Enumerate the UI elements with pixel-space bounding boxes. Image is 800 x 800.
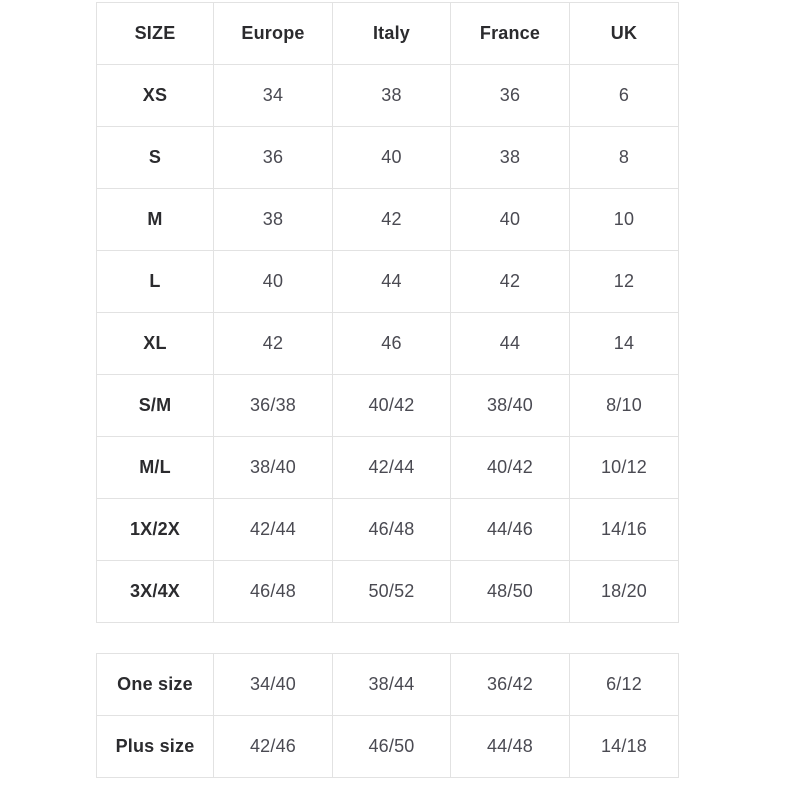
size-value-cell: 34/40 bbox=[213, 653, 333, 716]
size-conversion-table: SIZE Europe Italy France UK XS 34 38 36 6 S 36 40 38… bbox=[96, 2, 679, 623]
size-value-cell: 10 bbox=[569, 188, 679, 251]
table-row: M/L 38/40 42/44 40/42 10/12 bbox=[96, 436, 679, 499]
table-row: S 36 40 38 8 bbox=[96, 126, 679, 189]
size-value-cell: 44/46 bbox=[450, 498, 570, 561]
column-header-france: France bbox=[450, 2, 570, 65]
size-value-cell: 18/20 bbox=[569, 560, 679, 623]
table-row: 3X/4X 46/48 50/52 48/50 18/20 bbox=[96, 560, 679, 623]
size-value-cell: 14/16 bbox=[569, 498, 679, 561]
size-label-cell: M bbox=[96, 188, 214, 251]
size-label-cell: XL bbox=[96, 312, 214, 375]
size-value-cell: 12 bbox=[569, 250, 679, 313]
size-value-cell: 42 bbox=[332, 188, 451, 251]
size-value-cell: 48/50 bbox=[450, 560, 570, 623]
size-value-cell: 46 bbox=[332, 312, 451, 375]
size-value-cell: 40 bbox=[450, 188, 570, 251]
size-value-cell: 42/46 bbox=[213, 715, 333, 778]
size-value-cell: 44 bbox=[332, 250, 451, 313]
size-label-cell: One size bbox=[96, 653, 214, 716]
size-chart-page: SIZE Europe Italy France UK XS 34 38 36 6 S 36 40 38… bbox=[96, 2, 800, 778]
size-value-cell: 40/42 bbox=[450, 436, 570, 499]
one-size-plus-size-table: One size 34/40 38/44 36/42 6/12 Plus size 42/4… bbox=[96, 653, 679, 778]
column-header-uk: UK bbox=[569, 2, 679, 65]
table-row: XL 42 46 44 14 bbox=[96, 312, 679, 375]
size-value-cell: 42/44 bbox=[332, 436, 451, 499]
size-value-cell: 14/18 bbox=[569, 715, 679, 778]
size-value-cell: 36/42 bbox=[450, 653, 570, 716]
size-value-cell: 44/48 bbox=[450, 715, 570, 778]
column-header-europe: Europe bbox=[213, 2, 333, 65]
column-header-italy: Italy bbox=[332, 2, 451, 65]
size-label-cell: S/M bbox=[96, 374, 214, 437]
size-value-cell: 38/44 bbox=[332, 653, 451, 716]
size-value-cell: 42/44 bbox=[213, 498, 333, 561]
size-value-cell: 36/38 bbox=[213, 374, 333, 437]
size-value-cell: 8/10 bbox=[569, 374, 679, 437]
size-value-cell: 34 bbox=[213, 64, 333, 127]
size-value-cell: 38 bbox=[213, 188, 333, 251]
table-gap bbox=[96, 623, 800, 653]
size-value-cell: 42 bbox=[213, 312, 333, 375]
size-value-cell: 14 bbox=[569, 312, 679, 375]
table-row: 1X/2X 42/44 46/48 44/46 14/16 bbox=[96, 498, 679, 561]
table-row: Plus size 42/46 46/50 44/48 14/18 bbox=[96, 715, 679, 778]
size-value-cell: 40 bbox=[213, 250, 333, 313]
size-value-cell: 38 bbox=[332, 64, 451, 127]
table-row: M 38 42 40 10 bbox=[96, 188, 679, 251]
size-value-cell: 38/40 bbox=[213, 436, 333, 499]
size-label-cell: 3X/4X bbox=[96, 560, 214, 623]
size-value-cell: 38/40 bbox=[450, 374, 570, 437]
header-row: SIZE Europe Italy France UK bbox=[96, 2, 679, 65]
size-label-cell: L bbox=[96, 250, 214, 313]
size-value-cell: 8 bbox=[569, 126, 679, 189]
size-value-cell: 40/42 bbox=[332, 374, 451, 437]
column-header-size: SIZE bbox=[96, 2, 214, 65]
size-label-cell: S bbox=[96, 126, 214, 189]
size-label-cell: 1X/2X bbox=[96, 498, 214, 561]
table-row: One size 34/40 38/44 36/42 6/12 bbox=[96, 653, 679, 716]
size-value-cell: 36 bbox=[213, 126, 333, 189]
size-value-cell: 46/48 bbox=[332, 498, 451, 561]
table-row: L 40 44 42 12 bbox=[96, 250, 679, 313]
size-label-cell: Plus size bbox=[96, 715, 214, 778]
table-row: S/M 36/38 40/42 38/40 8/10 bbox=[96, 374, 679, 437]
table-row: XS 34 38 36 6 bbox=[96, 64, 679, 127]
secondary-table-body: One size 34/40 38/44 36/42 6/12 Plus size 42/4… bbox=[96, 653, 679, 778]
size-value-cell: 46/48 bbox=[213, 560, 333, 623]
size-label-cell: XS bbox=[96, 64, 214, 127]
size-value-cell: 6/12 bbox=[569, 653, 679, 716]
size-value-cell: 46/50 bbox=[332, 715, 451, 778]
size-value-cell: 50/52 bbox=[332, 560, 451, 623]
size-table-body: XS 34 38 36 6 S 36 40 38 8 M 38 42 40 10 L 40 44 42 12 XL 42 4… bbox=[96, 64, 679, 623]
size-value-cell: 42 bbox=[450, 250, 570, 313]
size-table-header: SIZE Europe Italy France UK bbox=[96, 2, 679, 65]
size-value-cell: 38 bbox=[450, 126, 570, 189]
size-value-cell: 6 bbox=[569, 64, 679, 127]
size-label-cell: M/L bbox=[96, 436, 214, 499]
size-value-cell: 36 bbox=[450, 64, 570, 127]
size-value-cell: 10/12 bbox=[569, 436, 679, 499]
size-value-cell: 40 bbox=[332, 126, 451, 189]
size-value-cell: 44 bbox=[450, 312, 570, 375]
